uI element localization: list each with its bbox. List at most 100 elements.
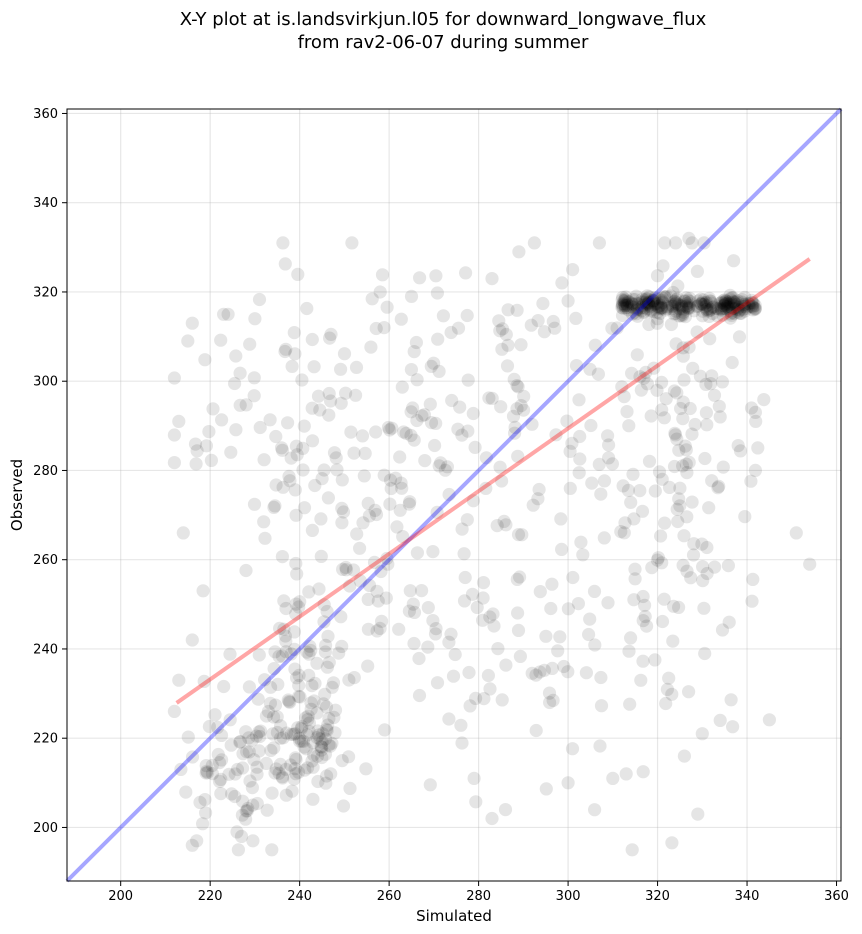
scatter-point [290,671,304,685]
scatter-point [311,774,325,789]
scatter-point [515,528,529,542]
scatter-point [706,300,720,314]
scatter-point [592,457,606,471]
scatter-point [196,584,210,598]
scatter-point [206,402,220,416]
scatter-point [606,771,620,786]
scatter-point [644,305,658,319]
scatter-point [746,303,760,317]
scatter-point [617,390,631,404]
scatter-point [353,541,367,555]
scatter-point [327,710,341,725]
scatter-point [198,793,212,807]
scatter-point [442,635,456,649]
scatter-point [554,512,568,526]
scatter-point [514,399,528,413]
scatter-point [279,762,293,776]
scatter-point [273,757,287,772]
scatter-point [277,622,291,636]
scatter-point [371,594,385,608]
scatter-point [546,314,560,329]
scatter-point [395,380,409,394]
scatter-point [700,566,714,581]
scatter-point [724,307,738,321]
scatter-point [434,456,448,470]
scatter-point [407,605,422,620]
scatter-point [267,710,281,724]
scatter-point [625,296,639,310]
scatter-point [315,750,329,765]
scatter-point [493,460,507,474]
scatter-point [735,293,749,307]
scatter-point [303,639,317,653]
scatter-point [648,298,662,312]
scatter-point [350,527,364,541]
scatter-point [306,792,320,806]
scatter-point [313,732,327,746]
scatter-point [324,327,338,341]
scatter-point [657,592,671,606]
scatter-point [642,299,657,313]
scatter-point [746,297,760,311]
scatter-point [718,296,733,310]
x-tick-label: 260 [377,889,402,904]
scatter-point [275,649,289,663]
scatter-point [640,289,654,303]
scatter-point [304,643,318,658]
scatter-point [717,299,731,313]
scatter-point [296,463,310,477]
scatter-point [713,410,727,424]
scatter-point [643,300,658,314]
scatter-point [732,330,747,344]
scatter-point [202,719,216,734]
scatter-point [646,305,660,319]
scatter-point [733,303,747,318]
scatter-point [234,829,249,844]
scatter-point [715,623,730,637]
scatter-point [287,642,302,657]
scatter-point [228,376,242,391]
scatter-point [628,305,642,319]
scatter-point [563,481,577,495]
scatter-point [672,302,687,316]
scatter-point [320,660,334,674]
scatter-point [726,291,740,305]
scatter-point [223,713,237,727]
scatter-point [698,646,712,661]
scatter-point [690,299,704,314]
scatter-point [539,782,553,796]
scatter-point [679,297,693,311]
scatter-point [671,279,685,293]
scatter-point [185,633,199,647]
scatter-point [265,843,279,857]
scatter-point [638,609,652,624]
scatter-point [167,704,181,719]
scatter-point [292,668,306,683]
scatter-point [724,693,738,707]
scatter-point [702,304,716,318]
scatter-point [675,309,690,323]
scatter-point [317,697,331,711]
scatter-point [594,487,608,501]
scatter-point [572,466,586,480]
scatter-point [636,306,651,320]
scatter-point [628,562,642,576]
scatter-point [455,736,469,750]
scatter-point [628,297,642,311]
scatter-point [481,668,495,683]
scatter-point [239,563,253,578]
scatter-point [627,512,641,526]
scatter-point [305,523,319,538]
scatter-point [458,570,472,585]
scatter-point [588,338,602,352]
scatter-point [325,736,339,750]
scatter-point [618,293,632,307]
scatter-point [284,451,298,465]
scatter-point [270,710,284,724]
scatter-point [660,302,674,316]
scatter-point [308,478,322,493]
scatter-point [676,307,690,321]
x-axis-label: Simulated [416,907,492,925]
scatter-point [393,450,407,464]
scatter-point [631,297,645,311]
